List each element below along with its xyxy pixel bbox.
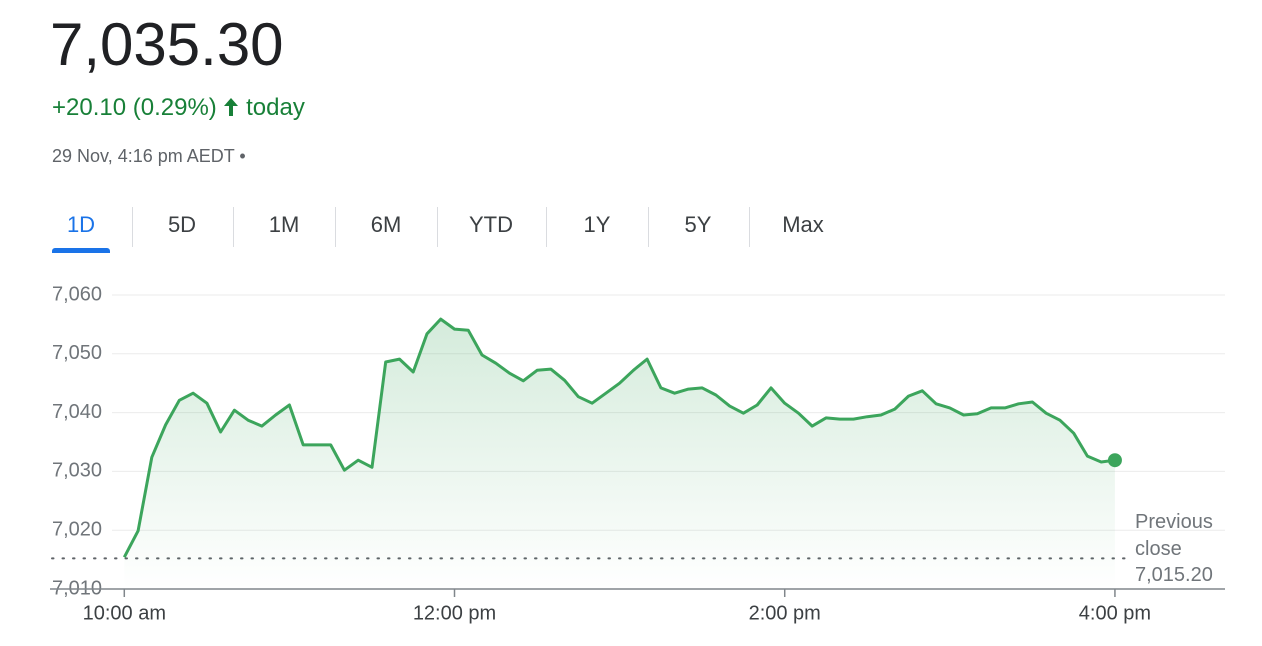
y-tick-label: 7,050 — [52, 342, 102, 364]
x-tick-label: 12:00 pm — [413, 602, 496, 624]
x-tick-label: 2:00 pm — [749, 602, 821, 624]
x-tick-label: 4:00 pm — [1079, 602, 1151, 624]
tab-separator — [437, 207, 438, 247]
y-tick-label: 7,030 — [52, 460, 102, 482]
tab-separator — [132, 207, 133, 247]
area — [124, 319, 1115, 589]
change-value: +20.10 (0.29%) — [52, 94, 217, 121]
y-tick-label: 7,020 — [52, 518, 102, 540]
tab-separator — [749, 207, 750, 247]
tab-underline — [52, 248, 110, 253]
price-line — [122, 317, 1116, 558]
previous-close-label: Previous close — [1135, 511, 1213, 560]
range-tab[interactable]: 1D — [66, 212, 96, 237]
range-tab[interactable]: 5Y — [684, 212, 712, 237]
tab-separator — [546, 207, 547, 247]
timestamp: 29 Nov, 4:16 pm AEDT • — [52, 146, 246, 166]
tab-separator — [335, 207, 336, 247]
range-tab[interactable]: Max — [782, 212, 824, 237]
up-arrow — [224, 98, 239, 116]
x-tick-label: 10:00 am — [83, 602, 166, 624]
range-tab[interactable]: 1Y — [583, 212, 611, 237]
price: 7,035.30 — [50, 11, 284, 78]
range-tab[interactable]: 5D — [167, 212, 197, 237]
change: +20.10 (0.29%) today — [52, 94, 305, 122]
previous-close-value: 7,015.20 — [1135, 564, 1213, 586]
range-tab[interactable]: 6M — [370, 212, 402, 237]
range-tab[interactable]: 1M — [268, 212, 300, 237]
change-suffix: today — [246, 94, 305, 121]
tab-separator — [233, 207, 234, 247]
y-tick-label: 7,040 — [52, 401, 102, 423]
last-point — [1107, 453, 1122, 468]
range-tab[interactable]: YTD — [469, 212, 513, 237]
tab-separator — [648, 207, 649, 247]
y-tick-label: 7,060 — [52, 283, 102, 305]
